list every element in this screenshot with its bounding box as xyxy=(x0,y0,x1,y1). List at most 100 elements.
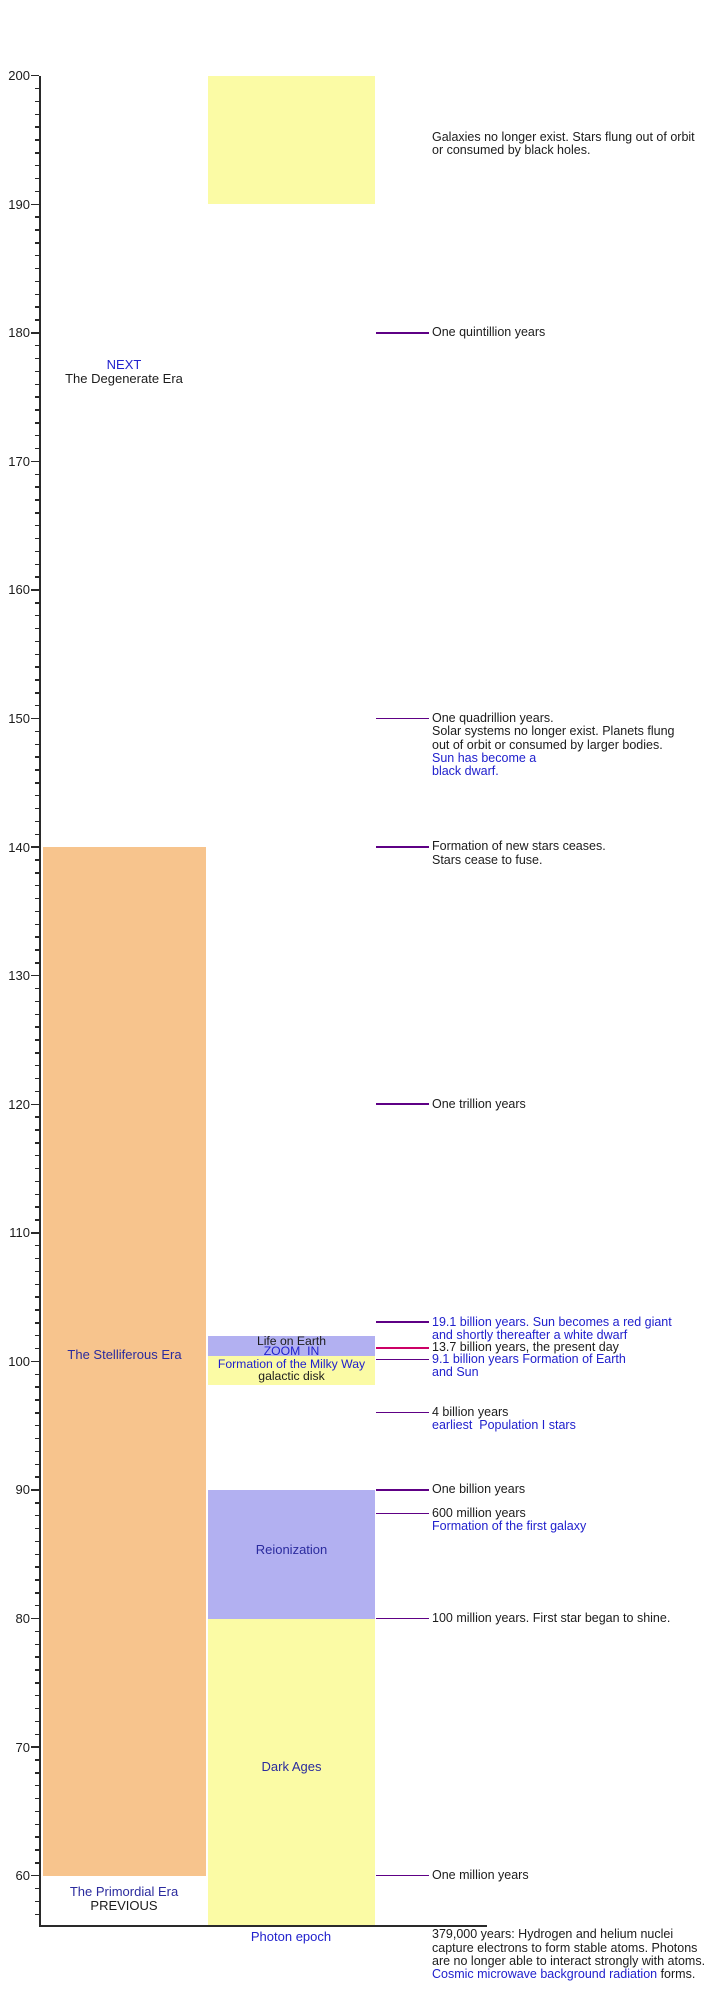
caption-line: PREVIOUS xyxy=(70,1899,178,1912)
annotation-line: Sun has become a xyxy=(432,751,674,765)
tick-minor-191 xyxy=(34,190,39,193)
tick-minor-95 xyxy=(34,1424,39,1427)
tick-minor-129 xyxy=(34,987,39,990)
tick-label-170: 170 xyxy=(8,453,30,469)
text-segment: Formation of the first galaxy xyxy=(432,1519,587,1534)
tick-minor-75 xyxy=(34,1682,39,1684)
tick-minor-106 xyxy=(34,1283,39,1285)
tick-label-160: 160 xyxy=(8,582,30,598)
tick-minor-59 xyxy=(34,1887,39,1890)
text-segment: 379,000 years: Hydrogen and helium nucle… xyxy=(432,1927,674,1942)
tick-minor-176 xyxy=(34,383,39,385)
text-segment: 9.1 billion years Formation of Earth xyxy=(432,1351,626,1366)
tick-major-180 xyxy=(31,332,39,334)
tick-minor-185 xyxy=(34,267,39,270)
annotation-line: One billion years xyxy=(432,1483,525,1496)
event-annotation-star-formation-ceases: Formation of new stars ceases. Stars ceas… xyxy=(432,840,606,867)
tick-minor-145 xyxy=(34,782,39,784)
annotation-line: capture electrons to form stable atoms. … xyxy=(432,1940,705,1955)
tick-minor-125 xyxy=(34,1039,39,1041)
annotation-line: One million years xyxy=(432,1868,529,1882)
text-segment: Solar systems no longer exist. Planets f… xyxy=(432,724,675,739)
tick-minor-126 xyxy=(34,1026,39,1028)
tick-major-160 xyxy=(31,589,39,591)
tick-minor-96 xyxy=(34,1412,39,1414)
era-block-milky-way-block xyxy=(208,1356,375,1385)
tick-minor-81 xyxy=(34,1604,39,1607)
event-annotation-first-star-shines: 100 million years. First star began to s… xyxy=(432,1610,671,1625)
tick-minor-115 xyxy=(34,1167,39,1170)
annotation-line: 379,000 years: Hydrogen and helium nucle… xyxy=(432,1927,705,1942)
tick-minor-88 xyxy=(34,1514,39,1517)
tick-minor-195 xyxy=(34,139,39,141)
tick-minor-173 xyxy=(34,422,39,424)
text-segment: Formation of the Milky Way xyxy=(217,1357,366,1372)
tick-label-70: 70 xyxy=(15,1739,30,1755)
event-line-sun-red-giant xyxy=(376,1321,429,1324)
tick-minor-111 xyxy=(34,1219,39,1221)
text-segment: One quintillion years xyxy=(432,325,546,340)
event-line-one-quintillion-years xyxy=(376,332,429,334)
tick-label-190: 190 xyxy=(8,196,30,212)
tick-minor-134 xyxy=(34,923,39,925)
text-segment: capture electrons to form stable atoms. … xyxy=(432,1940,698,1955)
annotation-line: and shortly thereafter a white dwarf xyxy=(432,1328,672,1342)
tick-label-180: 180 xyxy=(8,325,30,341)
annotation-line: 4 billion years xyxy=(432,1405,576,1419)
tick-minor-117 xyxy=(34,1142,39,1144)
tick-minor-143 xyxy=(34,807,39,810)
tick-minor-149 xyxy=(34,730,39,733)
tick-minor-188 xyxy=(34,229,39,231)
tick-minor-186 xyxy=(34,254,39,257)
annotation-line: are no longer able to interact strongly … xyxy=(432,1954,705,1968)
era-block-dark-ages xyxy=(208,1618,375,1925)
text-segment: Reionization xyxy=(255,1541,328,1557)
era-label-line: ZOOM IN xyxy=(264,1345,320,1357)
text-segment: out of orbit or consumed by larger bodie… xyxy=(432,737,663,752)
text-segment: 19.1 billion years. Sun becomes a red gi… xyxy=(432,1314,672,1329)
tick-minor-151 xyxy=(34,704,39,707)
tick-minor-157 xyxy=(34,627,39,630)
text-segment: The Degenerate Era xyxy=(65,370,183,386)
event-annotation-sun-red-giant: 19.1 billion years. Sun becomes a red gi… xyxy=(432,1314,672,1343)
tick-minor-108 xyxy=(34,1257,39,1260)
event-annotation-recombination-cmb: 379,000 years: Hydrogen and helium nucle… xyxy=(432,1927,705,1982)
tick-minor-72 xyxy=(34,1720,39,1723)
tick-minor-97 xyxy=(34,1399,39,1401)
event-annotation-present-day: 13.7 billion years, the present day xyxy=(432,1340,619,1354)
text-segment: PREVIOUS xyxy=(90,1897,158,1913)
tick-minor-182 xyxy=(34,306,39,308)
event-line-formation-of-earth-and-sun xyxy=(376,1358,429,1361)
text-segment: or consumed by black holes. xyxy=(432,143,591,158)
tick-label-150: 150 xyxy=(8,711,30,727)
text-segment: Dark Ages xyxy=(261,1758,322,1774)
text-segment: black dwarf. xyxy=(432,764,499,779)
tick-minor-87 xyxy=(34,1527,39,1530)
tick-label-80: 80 xyxy=(15,1611,30,1627)
tick-minor-93 xyxy=(34,1450,39,1453)
text-segment: One quadrillion years. xyxy=(432,710,554,725)
event-annotation-formation-of-earth-and-sun: 9.1 billion years Formation of Earth and … xyxy=(432,1351,626,1380)
tick-minor-153 xyxy=(34,679,39,681)
text-segment: 100 million years. First star began to s… xyxy=(432,1610,671,1625)
annotation-line: 600 million years xyxy=(432,1506,586,1520)
tick-minor-148 xyxy=(34,743,39,745)
tick-minor-132 xyxy=(34,949,39,951)
text-segment: Photon epoch xyxy=(250,1929,332,1945)
annotation-line: Formation of the first galaxy xyxy=(432,1520,586,1533)
tick-minor-122 xyxy=(34,1077,39,1080)
tick-minor-167 xyxy=(34,499,39,501)
tick-minor-77 xyxy=(34,1656,39,1658)
tick-minor-107 xyxy=(34,1270,39,1273)
tick-minor-57 xyxy=(34,1913,39,1915)
annotation-line: or consumed by black holes. xyxy=(432,143,695,158)
text-segment: and Sun xyxy=(432,1365,479,1380)
tick-minor-158 xyxy=(34,614,39,617)
caption-line: NEXT xyxy=(65,358,183,371)
tick-minor-102 xyxy=(34,1334,39,1337)
tick-minor-119 xyxy=(34,1116,39,1118)
tick-minor-193 xyxy=(34,164,39,167)
tick-minor-135 xyxy=(34,910,39,913)
tick-minor-183 xyxy=(34,293,39,295)
